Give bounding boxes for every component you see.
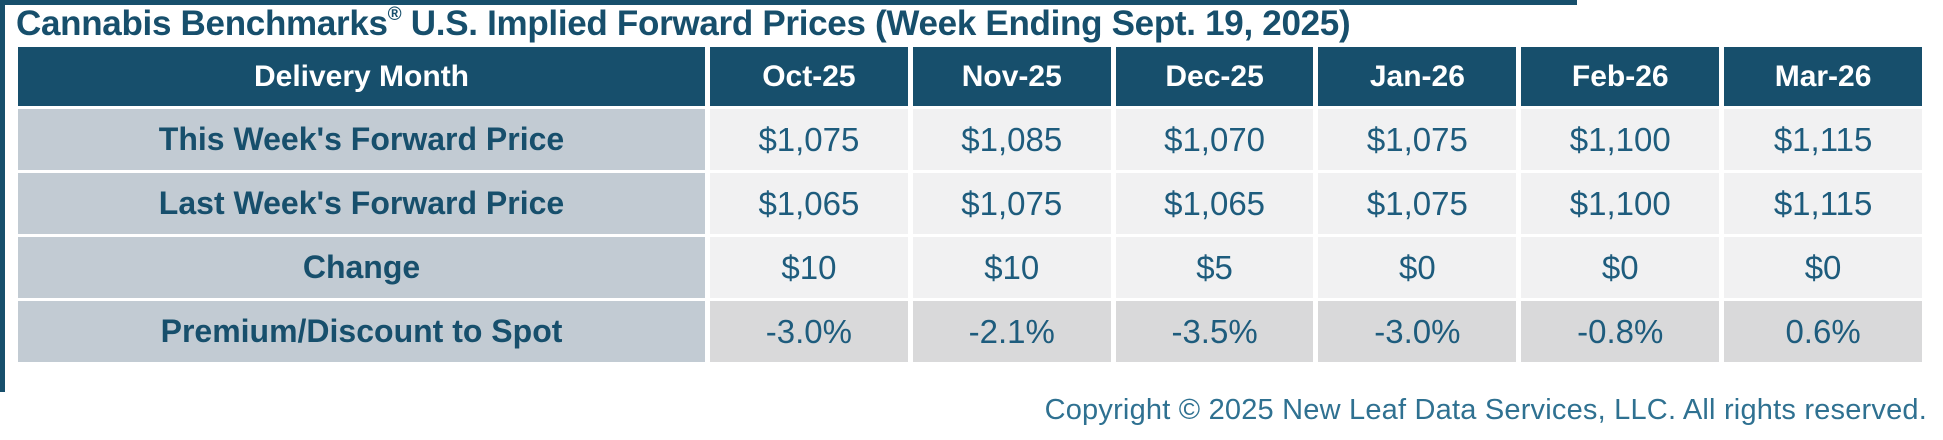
table-row-premium-discount: Premium/Discount to Spot -3.0% -2.1% -3.… [18, 301, 1922, 362]
table-header-row: Delivery Month Oct-25 Nov-25 Dec-25 Jan-… [18, 47, 1922, 106]
cell-last-week-mar-26: $1,115 [1724, 173, 1922, 234]
column-header-jan-26: Jan-26 [1318, 47, 1517, 106]
column-header-feb-26: Feb-26 [1521, 47, 1720, 106]
cell-premium-dec-25: -3.5% [1115, 301, 1314, 362]
title-rest: U.S. Implied Forward Prices (Week Ending… [401, 4, 1351, 43]
row-label-this-week: This Week's Forward Price [18, 109, 705, 170]
table-row-this-week: This Week's Forward Price $1,075 $1,085 … [18, 109, 1922, 170]
cell-this-week-mar-26: $1,115 [1724, 109, 1922, 170]
cell-last-week-dec-25: $1,065 [1115, 173, 1314, 234]
forward-prices-table: Delivery Month Oct-25 Nov-25 Dec-25 Jan-… [13, 44, 1927, 365]
cell-last-week-nov-25: $1,075 [912, 173, 1111, 234]
forward-prices-table-wrap: Delivery Month Oct-25 Nov-25 Dec-25 Jan-… [13, 44, 1927, 365]
cell-premium-feb-26: -0.8% [1521, 301, 1720, 362]
cell-premium-jan-26: -3.0% [1318, 301, 1517, 362]
cell-change-jan-26: $0 [1318, 237, 1517, 298]
page-title: Cannabis Benchmarks® U.S. Implied Forwar… [16, 4, 1351, 44]
column-header-dec-25: Dec-25 [1115, 47, 1314, 106]
left-border-rule [0, 0, 5, 392]
cell-premium-mar-26: 0.6% [1724, 301, 1922, 362]
row-label-change: Change [18, 237, 705, 298]
cell-this-week-jan-26: $1,075 [1318, 109, 1517, 170]
column-header-delivery-month: Delivery Month [18, 47, 705, 106]
cell-change-nov-25: $10 [912, 237, 1111, 298]
cell-change-mar-26: $0 [1724, 237, 1922, 298]
column-header-oct-25: Oct-25 [710, 47, 908, 106]
cell-last-week-jan-26: $1,075 [1318, 173, 1517, 234]
cell-change-dec-25: $5 [1115, 237, 1314, 298]
row-label-premium-discount: Premium/Discount to Spot [18, 301, 705, 362]
table-row-change: Change $10 $10 $5 $0 $0 $0 [18, 237, 1922, 298]
cell-premium-nov-25: -2.1% [912, 301, 1111, 362]
top-border-rule [0, 0, 1577, 5]
row-label-last-week: Last Week's Forward Price [18, 173, 705, 234]
column-header-mar-26: Mar-26 [1724, 47, 1922, 106]
cell-this-week-nov-25: $1,085 [912, 109, 1111, 170]
registered-trademark-symbol: ® [387, 4, 402, 26]
cell-this-week-oct-25: $1,075 [710, 109, 908, 170]
cell-change-oct-25: $10 [710, 237, 908, 298]
column-header-nov-25: Nov-25 [912, 47, 1111, 106]
table-row-last-week: Last Week's Forward Price $1,065 $1,075 … [18, 173, 1922, 234]
cell-change-feb-26: $0 [1521, 237, 1720, 298]
cell-premium-oct-25: -3.0% [710, 301, 908, 362]
cell-this-week-dec-25: $1,070 [1115, 109, 1314, 170]
copyright-notice: Copyright © 2025 New Leaf Data Services,… [1044, 394, 1927, 426]
title-brand: Cannabis Benchmarks [16, 4, 388, 43]
cell-this-week-feb-26: $1,100 [1521, 109, 1720, 170]
cell-last-week-feb-26: $1,100 [1521, 173, 1720, 234]
cell-last-week-oct-25: $1,065 [710, 173, 908, 234]
